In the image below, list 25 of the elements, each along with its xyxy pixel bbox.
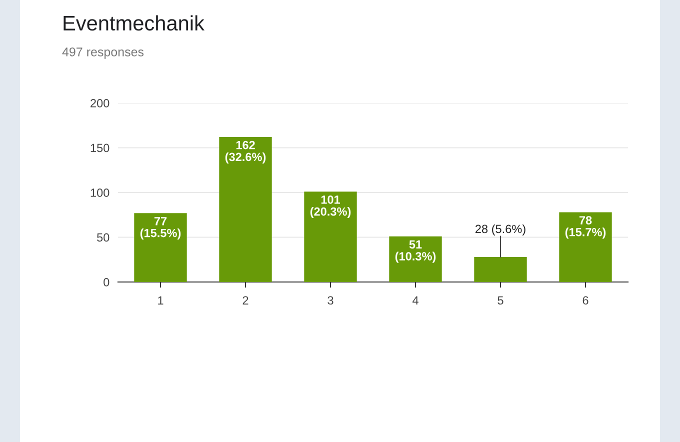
y-tick-label: 150 <box>90 144 110 152</box>
data-label: 101 (20.3%) <box>310 195 351 218</box>
bar <box>559 212 612 282</box>
x-tick-label: 3 <box>328 296 334 305</box>
bar <box>474 256 527 282</box>
data-label: 51 (10.3%) <box>395 240 436 263</box>
x-tick-label: 6 <box>582 296 588 305</box>
x-tick-label: 5 <box>498 296 504 305</box>
y-tick-label: 0 <box>104 278 110 286</box>
data-label: 77 (15.5%) <box>140 217 181 240</box>
bar <box>134 213 187 282</box>
data-label: 162 (32.6%) <box>225 140 266 164</box>
y-tick-label: 50 <box>97 233 110 242</box>
y-tick-label: 200 <box>90 99 110 108</box>
x-tick-label: 4 <box>412 296 418 304</box>
bar <box>389 236 442 282</box>
bar <box>219 137 272 282</box>
data-label: 78 (15.7%) <box>565 216 606 239</box>
x-tick-label: 1 <box>158 296 164 304</box>
bar <box>304 192 357 282</box>
x-tick-label: 2 <box>242 296 248 304</box>
chart-subtitle: 497 responses <box>62 48 144 59</box>
data-label: 28 (5.6%) <box>476 224 526 236</box>
y-tick-label: 100 <box>90 188 110 197</box>
chart-title: Eventmechanik <box>64 15 204 31</box>
